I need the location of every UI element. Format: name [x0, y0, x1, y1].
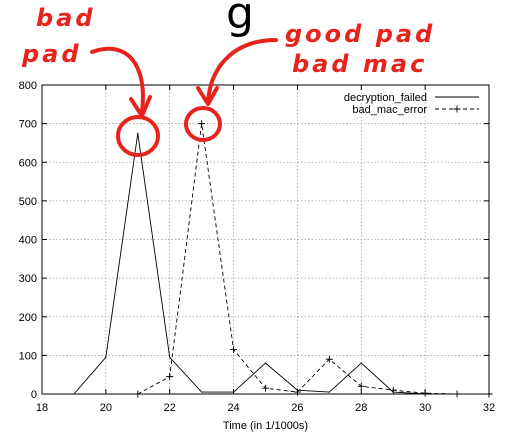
data-point-bad-mac-error-5 [293, 388, 301, 396]
y-tick-label-400: 400 [19, 235, 37, 247]
data-point-decryption-failed-4 [201, 391, 203, 393]
y-tick-label-800: 800 [19, 80, 37, 92]
data-point-bad-mac-error-4 [262, 384, 269, 392]
annotation-circle-good-pad [184, 106, 222, 142]
x-tick-label-28: 28 [355, 402, 367, 414]
plot-area: 0 100 200 300 400 500 600 700 800 18 20 22 24 26 28 30 3… [19, 80, 495, 432]
data-point-decryption-failed-2 [137, 132, 139, 134]
x-tick-label-20: 20 [100, 402, 112, 414]
data-point-bad-mac-error-10 [453, 390, 461, 398]
data-point-bad-mac-error-11 [485, 390, 493, 398]
x-axis-label: Time (in 1/1000s) [223, 420, 308, 432]
y-tick-label-600: 600 [19, 157, 37, 169]
data-point-bad-mac-error-8 [389, 386, 397, 394]
y-tick-label-0: 0 [31, 389, 37, 401]
y-tick-label-100: 100 [19, 350, 37, 362]
data-point-decryption-failed-9 [360, 362, 362, 364]
data-point-bad-mac-error-2 [198, 120, 206, 128]
x-tick-label-32: 32 [483, 402, 495, 414]
heading-fragment: g [226, 0, 254, 39]
x-tick-label-22: 22 [164, 402, 176, 414]
data-point-bad-mac-error-9 [421, 389, 429, 397]
data-point-decryption-failed-3 [169, 356, 171, 358]
annotation-arrowhead-bad-pad [129, 95, 152, 118]
data-point-decryption-failed-5 [232, 391, 235, 393]
annotation-arrow-good-pad [206, 38, 278, 102]
data-point-decryption-failed-8 [328, 391, 330, 393]
annotations: bad pad good pad bad mac [21, 4, 435, 157]
y-tick-label-500: 500 [19, 196, 37, 208]
data-point-bad-mac-error-3 [230, 346, 238, 354]
data-point-decryption-failed-1 [105, 356, 107, 358]
y-tick-label-700: 700 [19, 119, 37, 131]
data-point-bad-mac-error-0 [134, 390, 142, 398]
data-point-bad-mac-error-7 [357, 382, 365, 390]
x-tick-label-30: 30 [419, 402, 431, 414]
annotation-bad-pad-line1: bad [36, 4, 96, 32]
data-point-decryption-failed-0 [73, 393, 75, 395]
annotation-circle-bad-pad [116, 115, 160, 157]
x-tick-label-18: 18 [36, 402, 48, 414]
legend-label-bad-mac-error: bad_mac_error [352, 104, 427, 116]
annotation-good-pad-line2: bad mac [292, 50, 427, 78]
legend-label-decryption-failed: decryption_failed [344, 92, 427, 104]
annotation-arrowhead-good-pad [196, 86, 219, 106]
data-point-bad-mac-error-1 [166, 373, 174, 381]
data-point-decryption-failed-6 [264, 362, 267, 364]
y-tick-label-300: 300 [19, 273, 37, 285]
series-line-bad-mac-error [137, 123, 489, 395]
x-tick-label-24: 24 [227, 402, 239, 414]
x-tick-label-26: 26 [291, 402, 303, 414]
legend-marker-bad-mac-error [453, 105, 461, 113]
data-point-bad-mac-error-6 [325, 355, 333, 363]
annotation-arrow-bad-pad [90, 46, 145, 114]
series-line-decryption-failed [73, 133, 458, 395]
annotation-bad-pad-line2: pad [21, 40, 82, 68]
annotation-good-pad-line1: good pad [285, 20, 435, 48]
y-tick-label-200: 200 [19, 312, 37, 324]
